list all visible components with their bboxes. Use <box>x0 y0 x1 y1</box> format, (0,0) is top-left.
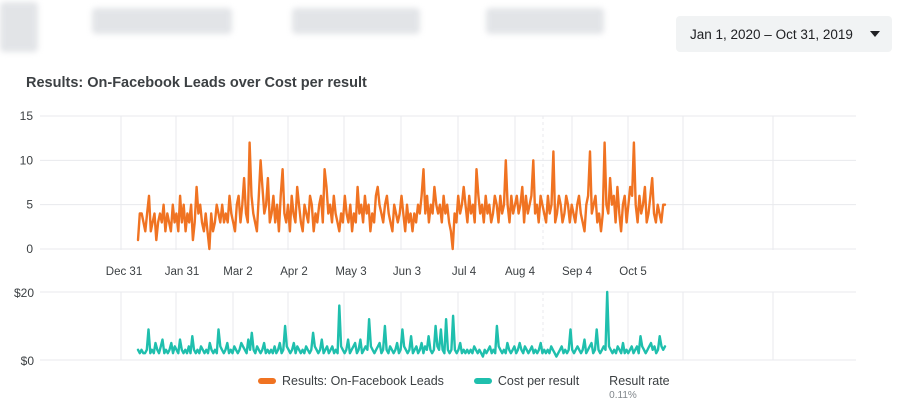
blurred-tab-2 <box>292 8 420 34</box>
x-tick-label: Jun 3 <box>393 266 421 278</box>
x-tick-label: Apr 2 <box>280 266 308 278</box>
legend-rate-label: Result rate <box>609 374 670 388</box>
x-tick-label: Aug 4 <box>505 266 536 278</box>
legend-rate-value: 0.11% <box>609 390 637 401</box>
top-y-tick-label: 10 <box>20 153 34 167</box>
legend-item-leads[interactable]: Results: On-Facebook Leads <box>258 374 444 388</box>
chart-title: Results: On-Facebook Leads over Cost per… <box>26 75 367 91</box>
legend-item-cost[interactable]: Cost per result <box>473 374 580 388</box>
bottom-y-tick-label: $20 <box>14 286 34 300</box>
legend-cost-label: Cost per result <box>497 374 580 388</box>
date-range-label: Jan 1, 2020 – Oct 31, 2019 <box>690 26 853 42</box>
x-tick-label: Jan 31 <box>165 266 200 278</box>
leads-series-line <box>136 141 667 251</box>
axis-labels: 15 10 5 0 Dec 31 Jan 31 Mar 2 Apr 2 May 3 Jun 3 Ju… <box>14 109 647 368</box>
grid-layer <box>40 115 856 361</box>
top-y-tick-label: 0 <box>26 242 33 256</box>
top-y-tick-label: 5 <box>26 198 33 212</box>
blurred-tab-1 <box>92 8 232 34</box>
series-layer <box>136 141 667 358</box>
dropdown-caret-icon <box>870 31 880 37</box>
x-tick-label: Jul 4 <box>452 266 477 278</box>
chart-legend: Results: On-Facebook Leads Cost per resu… <box>258 374 670 401</box>
cost-series-line <box>136 290 667 358</box>
blurred-header-area <box>0 0 640 56</box>
cost-swatch-icon <box>473 378 492 384</box>
blurred-logo <box>0 2 38 52</box>
top-y-tick-label: 15 <box>20 109 34 123</box>
x-tick-label: May 3 <box>335 266 366 278</box>
x-tick-label: Sep 4 <box>562 266 593 278</box>
leads-swatch-icon <box>258 378 276 384</box>
legend-leads-label: Results: On-Facebook Leads <box>282 374 444 388</box>
date-range-picker[interactable]: Jan 1, 2020 – Oct 31, 2019 <box>676 16 892 52</box>
blurred-tab-3 <box>486 8 604 34</box>
bottom-y-tick-label: $0 <box>21 354 35 368</box>
x-tick-label: Mar 2 <box>223 266 252 278</box>
x-tick-label: Oct 5 <box>619 266 646 278</box>
legend-item-result-rate[interactable]: Result rate 0.11% <box>609 374 669 401</box>
x-tick-label: Dec 31 <box>106 266 142 278</box>
